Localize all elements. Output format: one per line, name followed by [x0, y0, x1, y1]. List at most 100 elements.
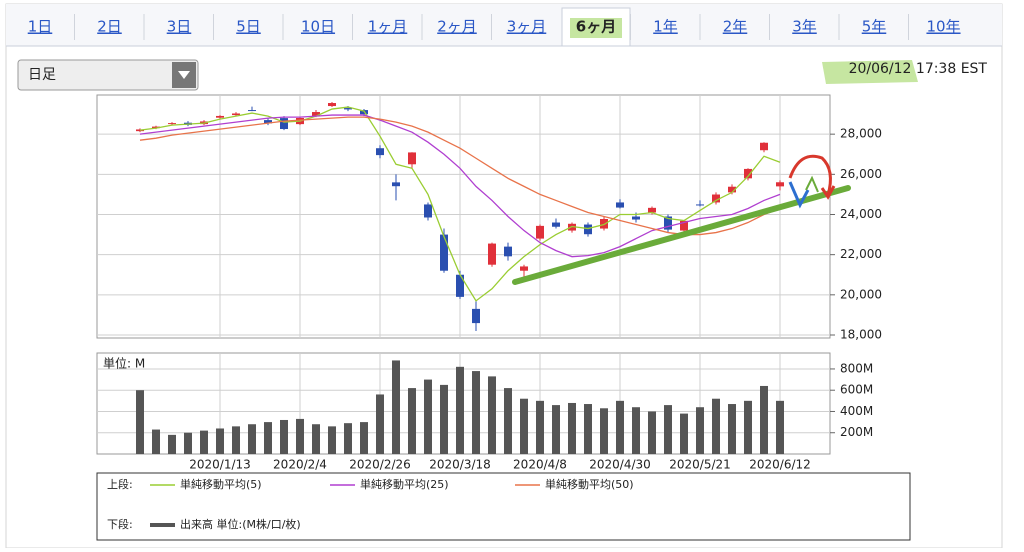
volume-bar — [152, 429, 160, 454]
dropdown-label[interactable]: 日足 — [28, 67, 56, 83]
x-tick-label: 2020/1/13 — [189, 458, 251, 472]
candle-body — [472, 308, 480, 324]
candle-body — [680, 220, 688, 231]
candle-body — [520, 266, 528, 271]
volume-bar — [440, 384, 448, 454]
volume-bar — [264, 422, 272, 454]
hand-annotations — [512, 154, 851, 285]
candle-body — [376, 148, 384, 156]
volume-bar — [200, 430, 208, 454]
candle-body — [504, 246, 512, 257]
volume-bar — [648, 411, 656, 454]
legend-label: 単純移動平均(25) — [360, 477, 449, 491]
tab[interactable]: 3年 — [792, 18, 817, 36]
tab[interactable]: 3日 — [167, 18, 192, 36]
candle-body — [248, 110, 256, 112]
volume-bar — [712, 398, 720, 454]
volume-bar — [248, 424, 256, 454]
volume-bar — [552, 405, 560, 454]
green-scribble — [805, 175, 819, 193]
tab[interactable]: 3ヶ月 — [507, 18, 547, 36]
candle-body — [440, 234, 448, 271]
volume-bar — [744, 400, 752, 454]
tab[interactable]: 10年 — [926, 18, 960, 36]
red-arrow-head — [820, 185, 836, 200]
tab[interactable]: 2年 — [723, 18, 748, 36]
y-tick-label: 26,000 — [840, 167, 882, 181]
candle-body — [216, 115, 224, 118]
legend: 単純移動平均(5) 単純移動平均(25) 単純移動平均(50) 出来高 単位:(M株/… — [150, 477, 634, 531]
legend-label: 単純移動平均(5) — [180, 477, 262, 491]
volume-bar — [728, 404, 736, 454]
candle-body — [616, 202, 624, 208]
candle-body — [232, 113, 240, 116]
candle-body — [648, 207, 656, 213]
volume-bar — [520, 398, 528, 454]
volume-bar — [632, 407, 640, 454]
tab[interactable]: 2日 — [97, 18, 122, 36]
candle-body — [728, 186, 736, 193]
tab[interactable]: 5年 — [862, 18, 887, 36]
tab[interactable]: 1日 — [28, 18, 53, 36]
y-tick-label: 28,000 — [840, 127, 882, 141]
dropdown-box[interactable] — [17, 59, 199, 91]
candle-body — [552, 222, 560, 227]
candle-body — [744, 168, 752, 179]
tab[interactable]: 1ヶ月 — [368, 18, 408, 36]
x-tick-label: 2020/2/26 — [349, 458, 411, 472]
tab[interactable]: 10日 — [301, 18, 335, 36]
candle-body — [264, 120, 272, 124]
candle-body — [760, 142, 768, 151]
volume-bar — [680, 413, 688, 454]
tab[interactable]: 1年 — [653, 18, 678, 36]
volume-bar — [296, 418, 304, 454]
candle-body — [280, 118, 288, 130]
candle-body — [168, 123, 176, 125]
tab-bar — [6, 4, 1002, 46]
candle-body — [328, 103, 336, 107]
candle-body — [584, 224, 592, 235]
tab[interactable]: 2ヶ月 — [437, 18, 477, 36]
volume-unit-label: 単位: M — [103, 356, 145, 371]
candle-body — [712, 194, 720, 203]
candle-body — [344, 108, 352, 110]
volume-bar — [456, 366, 464, 454]
highlight-mark — [570, 18, 622, 38]
volume-bar — [376, 394, 384, 454]
volume-bar — [408, 388, 416, 454]
dropdown-arrow[interactable] — [178, 71, 190, 79]
candle-body — [536, 225, 544, 239]
x-tick-label: 2020/4/8 — [513, 458, 567, 472]
volume-bar — [616, 400, 624, 454]
y-tick-label: 22,000 — [840, 247, 882, 261]
y-tick-label: 18,000 — [840, 327, 882, 341]
tabs: 1日 2日 3日 5日 10日 1ヶ月 2ヶ月 3ヶ月 6ヶ月 1年 2年 3年 5年 10年 — [28, 7, 961, 47]
y-tick-label: 600M — [840, 383, 873, 397]
candle-body — [392, 182, 400, 187]
volume-bar — [184, 432, 192, 454]
volume-bar — [664, 405, 672, 454]
volume-bar — [328, 426, 336, 454]
dropdown[interactable]: 日足 — [17, 59, 199, 91]
moving-average-line — [139, 116, 781, 236]
x-tick-label: 2020/3/18 — [429, 458, 491, 472]
tab[interactable]: 5日 — [236, 18, 261, 36]
tab[interactable]: 6ヶ月 — [576, 18, 616, 36]
volume-bar — [344, 423, 352, 454]
candle-body — [776, 182, 784, 187]
volume-bar — [280, 419, 288, 454]
x-tick-label: 2020/4/30 — [589, 458, 651, 472]
candle-body — [696, 204, 704, 206]
y-tick-label: 24,000 — [840, 207, 882, 221]
volume-bar — [696, 407, 704, 454]
volume-bar — [168, 434, 176, 454]
volume-bar — [136, 390, 144, 454]
candle-body — [136, 129, 144, 132]
y-tick-label: 400M — [840, 404, 873, 418]
volume-bar — [360, 422, 368, 454]
price-pane — [96, 94, 831, 339]
volume-bar — [232, 426, 240, 454]
volume-bar — [472, 371, 480, 454]
volume-plot: 200M 400M 600M 800M 2020/1/13 2020/2/4 2020/2/… — [97, 353, 873, 472]
